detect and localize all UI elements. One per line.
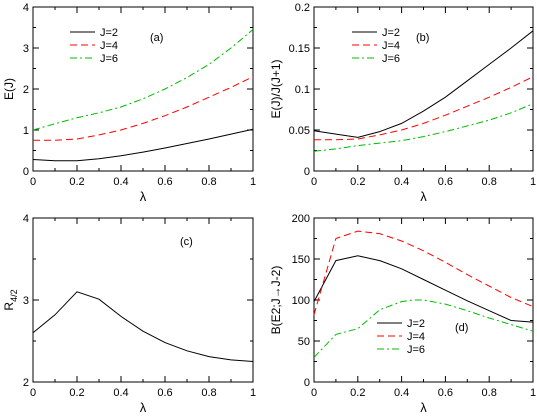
y-tick-label: 0.2 — [295, 2, 310, 14]
x-axis-label: λ — [140, 400, 147, 414]
x-tick-label: 0 — [30, 387, 36, 399]
x-tick-label: 0.2 — [69, 387, 84, 399]
y-axis-label-text: B(E2;J→J-2) — [269, 266, 283, 335]
series-line-j2 — [313, 30, 534, 138]
y-tick-label: 0.15 — [289, 43, 310, 55]
x-tick-label: 0.2 — [69, 176, 84, 188]
x-axis-label: λ — [420, 189, 427, 204]
y-axis-label-text: R — [2, 302, 16, 311]
x-tick-label: 0.2 — [350, 387, 365, 399]
series-line-j6 — [313, 103, 534, 152]
chart-panel-3: 0 0.2 0.4 0.6 0.8 1 2 3 4 λ R4/2 (c) — [2, 213, 256, 415]
x-tick-label: 0.8 — [482, 176, 497, 188]
y-tick-label: 3 — [23, 295, 29, 307]
y-axis-label-text: E(J)/J(J+1) — [269, 59, 283, 118]
series-line-j6 — [32, 29, 254, 131]
plot-frame — [313, 217, 534, 383]
y-tick-label: 150 — [292, 254, 310, 266]
x-tick-label: 0.6 — [438, 387, 453, 399]
x-tick-label: 0.6 — [157, 176, 172, 188]
y-tick-label: 50 — [298, 336, 310, 348]
y-tick-label: 2 — [23, 84, 29, 96]
legend-label: J=4 — [407, 331, 425, 343]
x-tick-label: 0.6 — [438, 176, 453, 188]
series-line-j4 — [314, 76, 534, 141]
x-tick-label: 0.4 — [113, 176, 128, 188]
y-tick-label: 0.1 — [295, 84, 310, 96]
x-tick-label: 0.4 — [394, 387, 409, 399]
legend-label: J=6 — [407, 344, 425, 356]
panel-label: (d) — [455, 322, 468, 334]
x-tick-label: 0.8 — [482, 387, 497, 399]
panel-label: (b) — [416, 32, 429, 44]
y-tick-label: 0 — [23, 166, 29, 178]
x-tick-label: 0.8 — [201, 176, 216, 188]
y-tick-label: 4 — [23, 2, 29, 14]
y-axis-label: E(J)/J(J+1) — [269, 59, 283, 118]
panel-label: (c) — [180, 236, 193, 248]
x-tick-label: 0.8 — [201, 387, 216, 399]
y-tick-label: 1 — [23, 125, 29, 137]
plot-frame — [32, 6, 254, 172]
series-line-j4 — [313, 230, 534, 315]
series-line-1 — [32, 291, 254, 362]
x-tick-label: 0 — [30, 176, 36, 188]
y-tick-label: 3 — [23, 43, 29, 55]
y-tick-label: 200 — [292, 213, 310, 225]
y-tick-label: 2 — [23, 377, 29, 389]
y-tick-label: 100 — [292, 295, 310, 307]
legend-label: J=4 — [382, 40, 400, 52]
panel-label: (a) — [150, 32, 163, 44]
x-tick-label: 0.4 — [113, 387, 128, 399]
y-axis-label: R4/2 — [2, 289, 19, 310]
series-line-j2 — [313, 255, 534, 323]
series-line-j6 — [313, 299, 534, 358]
y-axis-label: E(J) — [2, 78, 16, 100]
series-line-j4 — [33, 76, 254, 141]
y-tick-label: 0.05 — [289, 125, 310, 137]
chart-panel-1: 0 0.2 0.4 0.6 0.8 1 0 1 2 3 4 λ E(J) (a) J=2J=4J=6 — [2, 2, 256, 204]
x-tick-label: 1 — [530, 387, 536, 399]
x-tick-label: 0 — [311, 176, 317, 188]
legend-label: J=6 — [100, 53, 118, 65]
legend-label: J=4 — [100, 40, 118, 52]
x-tick-label: 1 — [250, 387, 256, 399]
chart-panel-2: 0 0.2 0.4 0.6 0.8 1 0 0.05 0.1 0.15 0.2 λ E(J)/J(J+1… — [269, 2, 536, 204]
x-tick-label: 0 — [311, 387, 317, 399]
legend-label: J=2 — [100, 27, 118, 39]
y-axis-label: B(E2;J→J-2) — [269, 266, 283, 335]
x-axis-label: λ — [140, 189, 147, 204]
legend-label: J=2 — [407, 318, 425, 330]
y-axis-label-subscript: 4/2 — [9, 289, 19, 302]
x-tick-label: 0.6 — [157, 387, 172, 399]
x-tick-label: 1 — [250, 176, 256, 188]
legend-label: J=2 — [382, 27, 400, 39]
x-axis-label: λ — [420, 400, 427, 414]
x-tick-label: 0.4 — [394, 176, 409, 188]
x-tick-label: 0.2 — [350, 176, 365, 188]
y-tick-label: 0 — [304, 166, 310, 178]
y-tick-label: 4 — [23, 213, 29, 225]
y-tick-label: 0 — [304, 377, 310, 389]
x-tick-label: 1 — [530, 176, 536, 188]
series-line-j2 — [32, 128, 254, 162]
legend-label: J=6 — [382, 53, 400, 65]
plot-frame — [32, 217, 254, 383]
y-axis-label-text: E(J) — [2, 78, 16, 100]
chart-panel-4: 0 0.2 0.4 0.6 0.8 1 0 50 100 150 200 λ B(E2;J→J-2) (d… — [269, 213, 536, 415]
